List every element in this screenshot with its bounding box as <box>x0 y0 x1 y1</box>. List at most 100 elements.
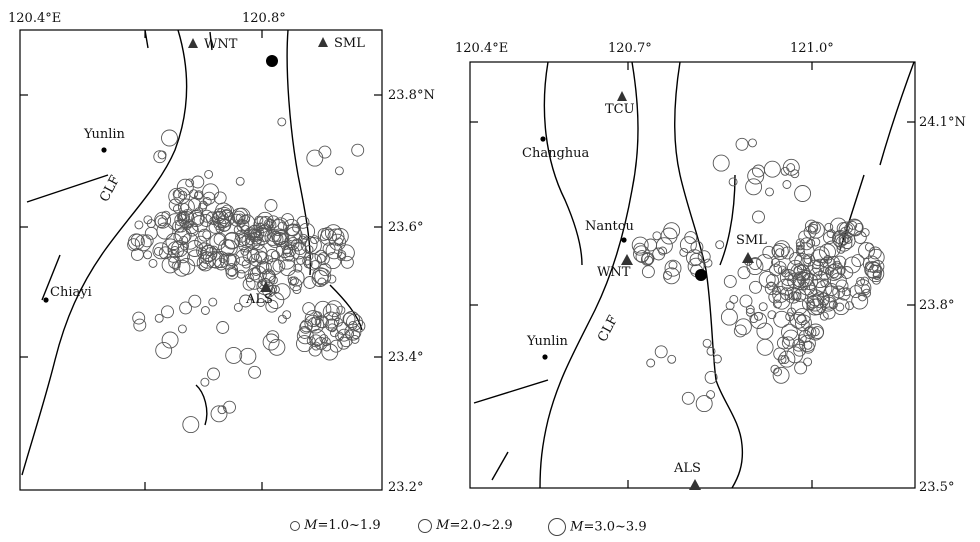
legend-medium-label: =2.0~2.9 <box>449 518 513 533</box>
quake-circle <box>308 343 322 357</box>
quake-circle <box>871 275 881 285</box>
quake-circle <box>221 208 231 218</box>
quake-circle <box>134 234 152 252</box>
quake-circle <box>663 270 673 280</box>
quake-circle <box>781 278 795 292</box>
quake-circle <box>786 163 796 173</box>
right-station-als-label: ALS <box>674 461 701 476</box>
quake-circle <box>278 252 296 270</box>
quake-circle <box>168 255 182 269</box>
quake-circle <box>712 354 722 364</box>
quake-circle <box>290 238 304 252</box>
quake-circle <box>272 233 282 242</box>
quake-circle <box>177 324 187 334</box>
quake-circle <box>858 242 875 260</box>
quake-circle <box>198 200 208 210</box>
quake-circle <box>797 334 807 344</box>
left-yunlin-dot <box>101 147 107 153</box>
quake-circle <box>838 221 856 239</box>
quake-circle <box>763 160 781 178</box>
left-top-tick-2: 120.8° <box>242 11 286 26</box>
quake-circle <box>314 249 328 263</box>
quake-circle <box>319 228 337 246</box>
quake-circle <box>271 228 289 246</box>
legend-small-label: =1.0~1.9 <box>317 518 381 533</box>
quake-circle <box>188 294 202 308</box>
quake-circle <box>723 274 737 288</box>
quake-circle <box>225 266 239 280</box>
quake-circle <box>792 271 810 289</box>
quake-circle <box>185 178 195 188</box>
quake-circle <box>191 211 205 225</box>
quake-circle <box>279 259 297 277</box>
right-station-tcu-icon <box>617 91 627 101</box>
quake-circle <box>235 213 245 223</box>
quake-circle <box>697 250 711 264</box>
quake-circle <box>270 285 280 294</box>
quake-circle <box>766 273 779 287</box>
quake-circle <box>811 237 821 247</box>
quake-circle <box>782 158 800 176</box>
legend-large: M=3.0~3.9 <box>548 518 647 536</box>
quake-circle <box>256 298 266 307</box>
quake-circle <box>187 249 205 267</box>
quake-circle <box>251 237 265 251</box>
quake-circle <box>748 257 762 271</box>
quake-circle <box>235 176 245 186</box>
quake-circle <box>773 261 787 275</box>
quake-circle <box>832 260 842 270</box>
quake-circle <box>304 236 322 254</box>
right-station-tcu-label: TCU <box>605 102 635 117</box>
quake-circle <box>296 335 313 353</box>
quake-circle <box>213 232 227 246</box>
right-top-tick-3: 121.0° <box>790 41 834 56</box>
quake-circle <box>290 242 307 260</box>
quake-circle <box>199 242 209 252</box>
right-yunlin-dot <box>542 354 548 360</box>
quake-circle <box>660 227 678 245</box>
quake-circle <box>268 338 286 356</box>
quake-circle <box>795 241 805 251</box>
quake-circle <box>223 400 236 414</box>
quake-circle <box>756 338 774 356</box>
quake-circle <box>773 347 787 361</box>
quake-circle <box>823 231 836 245</box>
quake-circle <box>265 299 279 313</box>
right-quake-circles <box>631 137 885 413</box>
quake-circle <box>202 183 220 201</box>
right-faults <box>473 61 915 489</box>
quake-circle <box>827 255 840 269</box>
quake-circle <box>845 301 854 311</box>
quake-circle <box>148 258 158 268</box>
left-station-wnt-icon <box>188 38 198 48</box>
quake-circle <box>296 215 310 229</box>
quake-circle <box>155 341 173 359</box>
quake-circle <box>177 211 187 221</box>
quake-circle <box>314 315 328 329</box>
quake-circle <box>796 264 806 274</box>
quake-circle <box>130 247 144 261</box>
right-station-wnt-label: WNT <box>597 265 631 280</box>
quake-circle <box>179 301 193 315</box>
quake-circle <box>319 334 329 344</box>
quake-circle <box>745 178 763 196</box>
quake-circle <box>819 243 836 261</box>
legend-medium: M=2.0~2.9 <box>418 518 513 533</box>
quake-circle <box>223 232 241 250</box>
left-right-tick-2: 23.6° <box>388 220 424 235</box>
quake-circle <box>320 227 334 241</box>
quake-circle <box>208 297 218 307</box>
legend-small: M=1.0~1.9 <box>290 518 381 533</box>
quake-circle <box>725 301 735 311</box>
quake-circle <box>739 294 753 308</box>
quake-circle <box>168 187 186 205</box>
quake-circle <box>132 311 146 325</box>
quake-circle <box>227 268 237 277</box>
quake-circle <box>130 233 144 247</box>
quake-circle <box>812 260 822 270</box>
quake-circle <box>793 308 811 326</box>
quake-circle <box>825 283 839 297</box>
quake-circle <box>322 303 340 321</box>
quake-circle <box>793 289 807 302</box>
quake-circle <box>253 216 271 234</box>
